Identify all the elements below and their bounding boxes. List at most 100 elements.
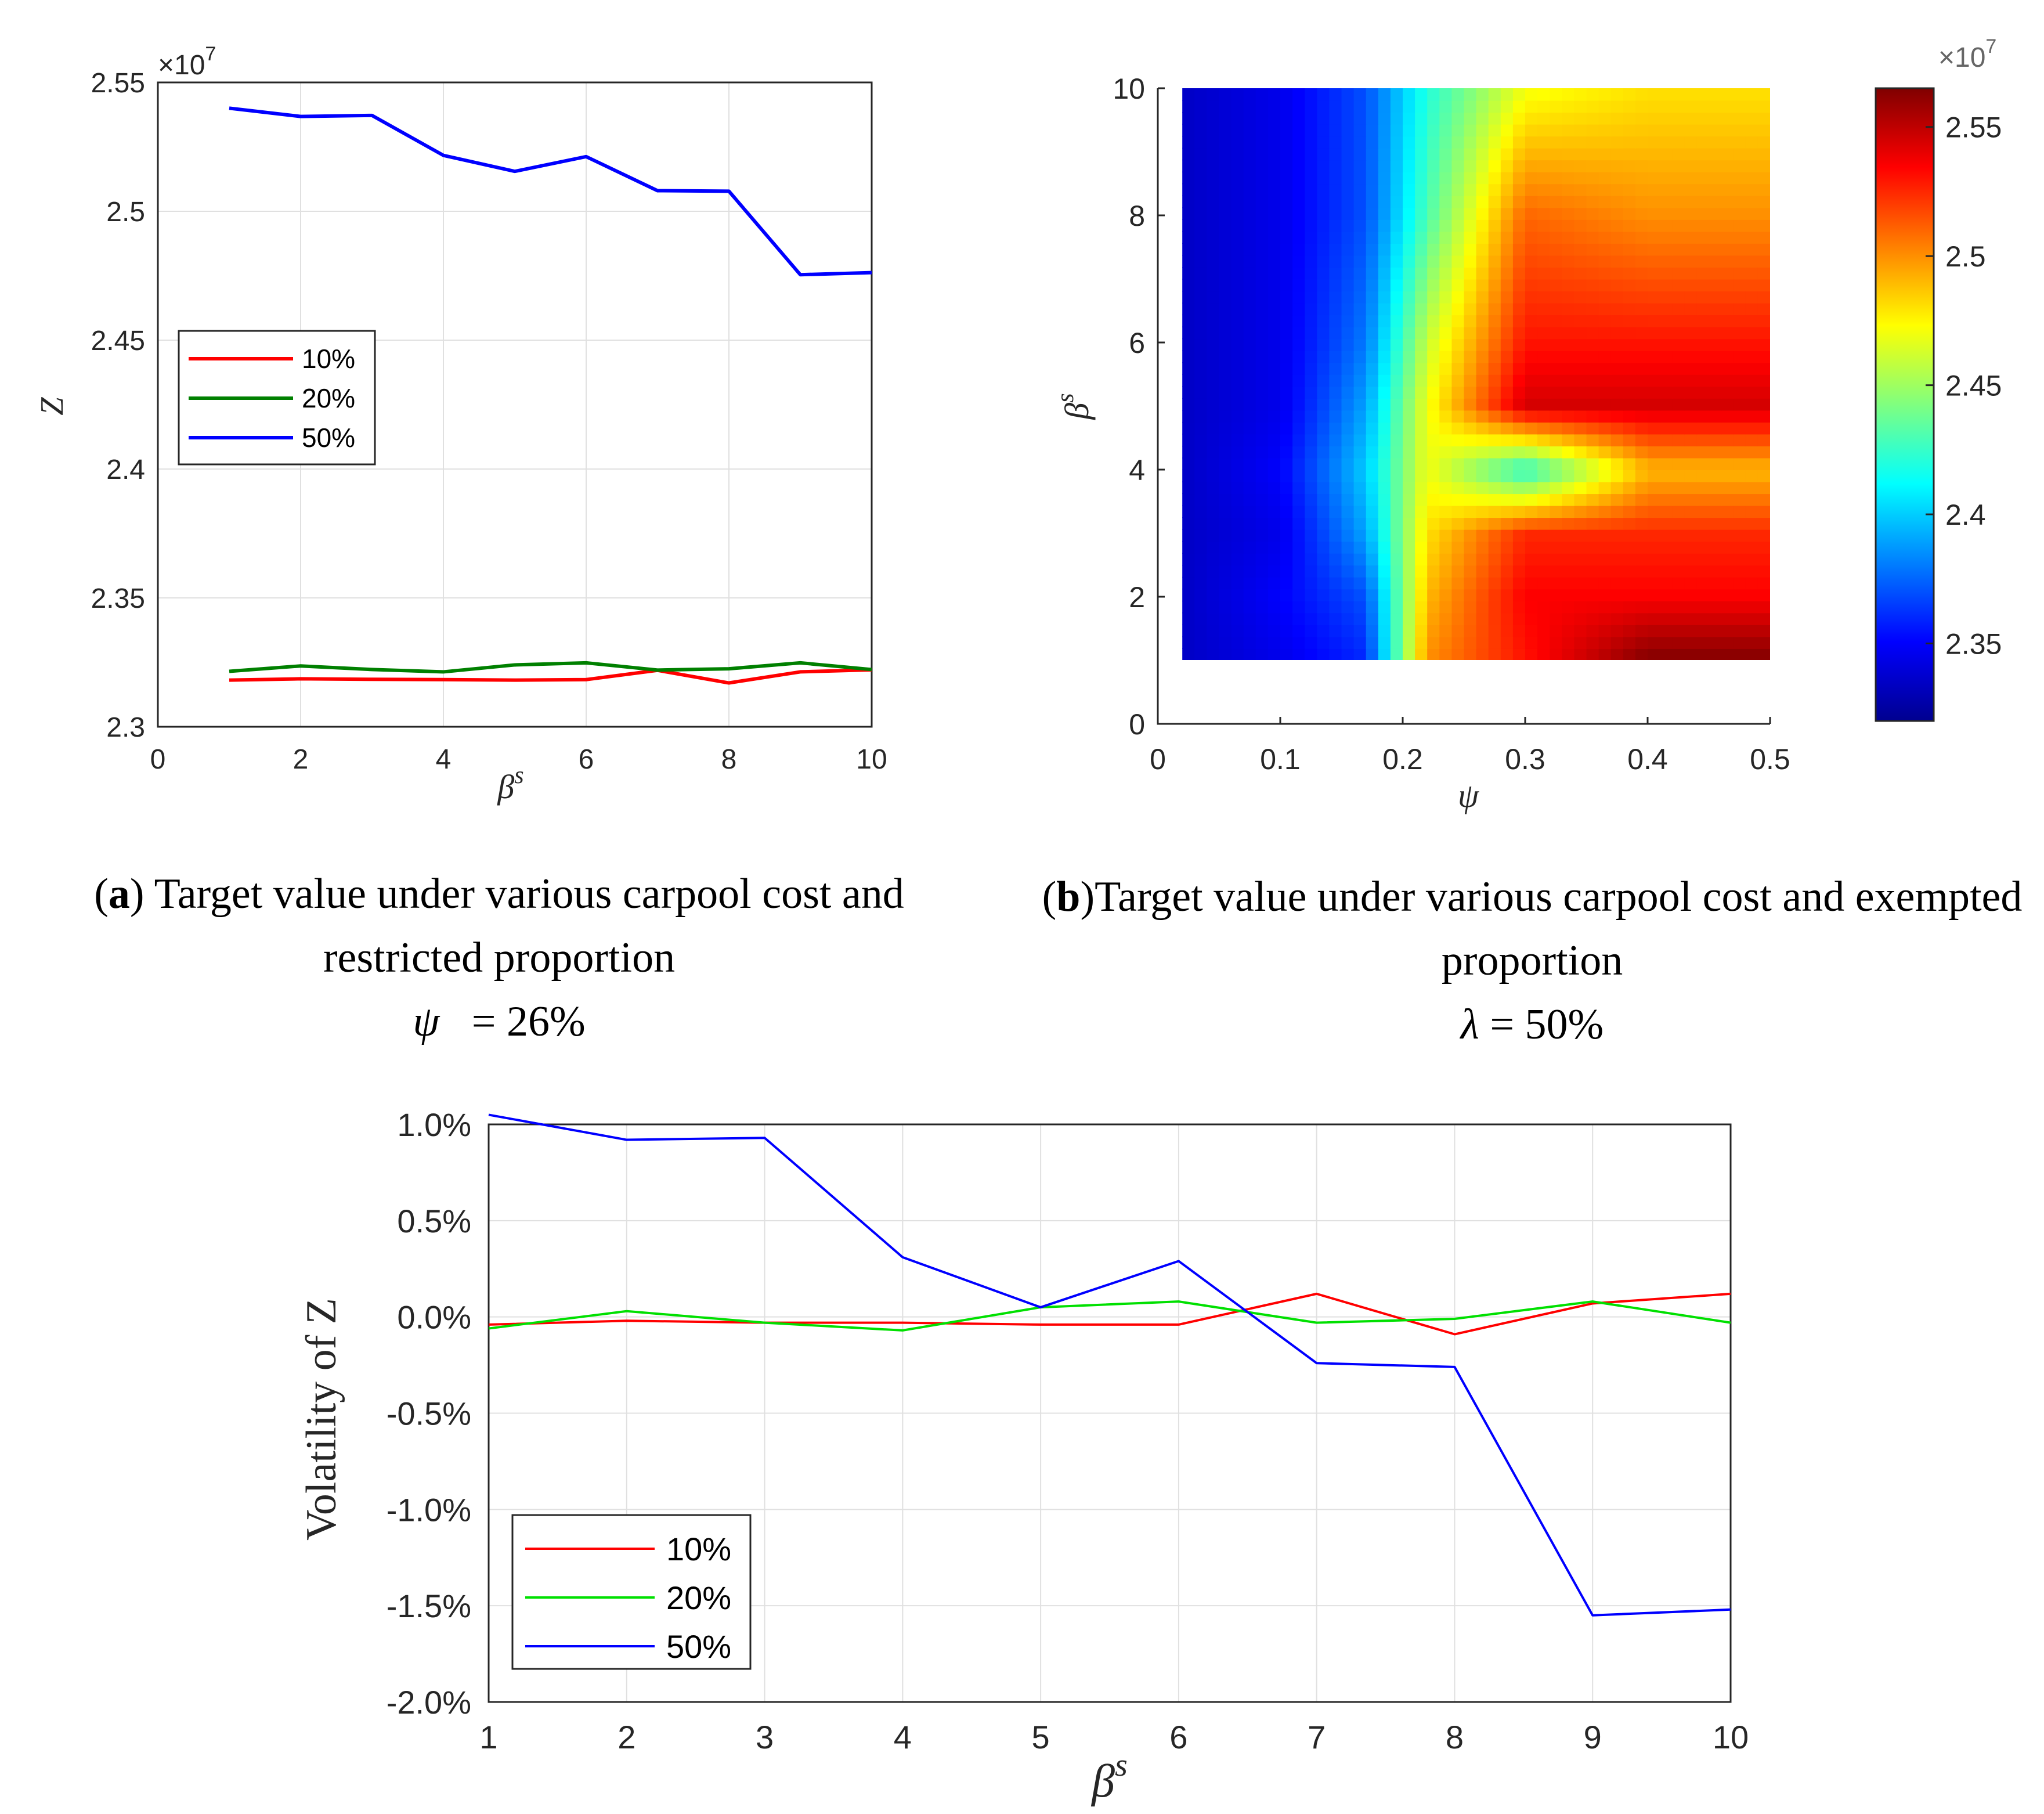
- chart-b-heat-cell: [1317, 589, 1330, 601]
- chart-b-heat-cell: [1255, 445, 1269, 459]
- chart-b-heat-cell: [1525, 517, 1539, 530]
- chart-b-heat-cell: [1207, 279, 1220, 292]
- chart-b-heat-cell: [1733, 398, 1746, 411]
- chart-b-heat-cell: [1305, 207, 1318, 220]
- chart-b-heat-cell: [1427, 445, 1440, 459]
- chart-b-heat-cell: [1305, 243, 1318, 256]
- chart-b-heat-cell: [1648, 338, 1661, 351]
- chart-b-heat-cell: [1267, 219, 1281, 232]
- chart-b-heat-cell: [1305, 374, 1318, 387]
- chart-b-heat-cell: [1305, 326, 1318, 340]
- chart-b-heat-cell: [1696, 302, 1710, 316]
- chart-b-heat-cell: [1574, 266, 1587, 280]
- chart-b-heat-cell: [1219, 338, 1232, 351]
- chart-b-heat-cell: [1280, 219, 1294, 232]
- chart-b-heat-cell: [1267, 171, 1281, 185]
- chart-b-heat-cell: [1574, 207, 1587, 220]
- chart-b-heat-cell: [1537, 481, 1551, 495]
- chart-b-heat-cell: [1267, 147, 1281, 161]
- chart-b-heat-cell: [1488, 434, 1501, 446]
- chart-b-heat-cell: [1586, 421, 1599, 435]
- chart-b-heat-cell: [1512, 291, 1526, 304]
- chart-b-heat-cell: [1267, 207, 1281, 220]
- chart-b-heat-cell: [1733, 255, 1746, 268]
- chart-b-heat-cell: [1341, 493, 1355, 506]
- chart-b-heat-cell: [1598, 291, 1612, 304]
- chart-b-heat-cell: [1623, 553, 1636, 566]
- chart-b-heat-cell: [1267, 100, 1281, 113]
- chart-b-x-tick: 0.5: [1750, 743, 1790, 776]
- chart-b-heat-cell: [1366, 589, 1379, 601]
- chart-b-heat-cell: [1317, 505, 1330, 518]
- chart-b-heat-cell: [1500, 517, 1514, 530]
- chart-b-heat-cell: [1623, 88, 1636, 101]
- chart-b-heat-cell: [1243, 266, 1256, 280]
- chart-b-heat-cell: [1721, 457, 1734, 470]
- chart-b-heat-cell: [1329, 243, 1342, 256]
- chart-b-colorbar-tick: 2.5: [1945, 240, 1986, 273]
- chart-b-heat-cell: [1390, 326, 1403, 340]
- chart-b-heat-cell: [1684, 576, 1698, 590]
- chart-b-heat-cell: [1512, 219, 1526, 232]
- chart-b-heat-cell: [1329, 100, 1342, 113]
- chart-b-heat-cell: [1709, 195, 1722, 208]
- chart-b-heat-cell: [1194, 136, 1208, 149]
- chart-b-heat-cell: [1280, 195, 1294, 208]
- chart-b-heat-cell: [1684, 505, 1698, 518]
- chart-b-heat-cell: [1721, 529, 1734, 542]
- chart-b-heat-cell: [1660, 302, 1673, 316]
- chart-c-ticks: 1 2 3 4 5 6 7 8 9 10-2.0%-1.5%-1.0%-0.5%0.0%0.5%1…: [387, 1106, 1749, 1755]
- chart-b-heat-cell: [1182, 219, 1196, 232]
- chart-b-heat-cell: [1378, 243, 1391, 256]
- chart-b-heat-cell: [1182, 505, 1196, 518]
- chart-b-heat-cell: [1525, 553, 1539, 566]
- chart-b-heat-cell: [1341, 374, 1355, 387]
- chart-b-heat-cell: [1267, 362, 1281, 375]
- chart-b-heat-cell: [1660, 636, 1673, 649]
- chart-b-heat-cell: [1721, 636, 1734, 649]
- chart-b-heat-cell: [1623, 445, 1636, 459]
- chart-b-heat-cell: [1500, 410, 1514, 423]
- chart-b-heat-cell: [1525, 100, 1539, 113]
- chart-b-heat-cell: [1451, 160, 1465, 172]
- chart-b-heat-cell: [1451, 207, 1465, 220]
- chart-b-heat-cell: [1305, 470, 1318, 482]
- chart-b-heat-cell: [1439, 648, 1453, 660]
- chart-b-heat-cell: [1733, 493, 1746, 506]
- chart-b-heat-cell: [1610, 553, 1624, 566]
- chart-b-heat-cell: [1292, 517, 1306, 530]
- chart-b-heat-cell: [1586, 147, 1599, 161]
- chart-b-heat-cell: [1427, 457, 1440, 470]
- chart-b-heat-cell: [1231, 470, 1244, 482]
- chart-b-heat-cell: [1219, 576, 1232, 590]
- chart-b-heat-cell: [1415, 231, 1428, 244]
- chart-b-heat-cell: [1512, 612, 1526, 625]
- chart-b-heat-cell: [1207, 207, 1220, 220]
- chart-b-heat-cell: [1550, 362, 1563, 375]
- chart-b-heat-cell: [1696, 589, 1710, 601]
- chart-b-heat-cell: [1648, 636, 1661, 649]
- chart-b-heat-cell: [1488, 302, 1501, 316]
- chart-b-heat-cell: [1525, 636, 1539, 649]
- chart-b-heat-cell: [1390, 279, 1403, 292]
- chart-b-heat-cell: [1464, 326, 1477, 340]
- chart-b-heat-cell: [1267, 183, 1281, 196]
- chart-b-heat-cell: [1317, 470, 1330, 482]
- chart-b-y-tick: 0: [1129, 708, 1145, 741]
- chart-b-heat-cell: [1403, 457, 1416, 470]
- chart-b-heat-cell: [1329, 493, 1342, 506]
- chart-b-heat-cell: [1512, 553, 1526, 566]
- chart-b-heat-cell: [1660, 553, 1673, 566]
- chart-b-heat-cell: [1353, 160, 1367, 172]
- chart-b-heat-cell: [1219, 386, 1232, 399]
- chart-b-heat-cell: [1574, 231, 1587, 244]
- chart-b-heat-cell: [1255, 434, 1269, 446]
- chart-b-heat-cell: [1648, 112, 1661, 125]
- chart-b-heat-cell: [1745, 124, 1758, 137]
- chart-b-heat-cell: [1525, 291, 1539, 304]
- chart-b-heat-cell: [1672, 481, 1685, 495]
- chart-b-heat-cell: [1525, 195, 1539, 208]
- chart-b-heat-cell: [1721, 231, 1734, 244]
- chart-b-heat-cell: [1243, 326, 1256, 340]
- chart-b-heat-cell: [1292, 136, 1306, 149]
